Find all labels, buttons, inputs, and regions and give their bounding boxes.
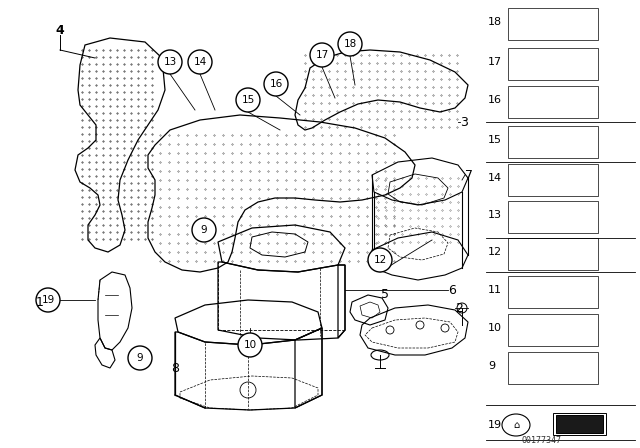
Text: 13: 13: [488, 210, 502, 220]
Text: 8: 8: [171, 362, 179, 375]
Circle shape: [236, 88, 260, 112]
Text: 18: 18: [344, 39, 356, 49]
Polygon shape: [556, 415, 603, 433]
Text: 6: 6: [448, 284, 456, 297]
Text: 4: 4: [56, 23, 65, 36]
Text: 10: 10: [243, 340, 257, 350]
Circle shape: [310, 43, 334, 67]
Text: 18: 18: [488, 17, 502, 27]
Text: 7: 7: [465, 168, 473, 181]
Text: 14: 14: [488, 173, 502, 183]
Text: 9: 9: [137, 353, 143, 363]
Circle shape: [338, 32, 362, 56]
Text: 5: 5: [381, 289, 389, 302]
Text: 3: 3: [460, 116, 468, 129]
Text: 16: 16: [269, 79, 283, 89]
Circle shape: [264, 72, 288, 96]
Circle shape: [238, 333, 262, 357]
Circle shape: [192, 218, 216, 242]
Text: 13: 13: [163, 57, 177, 67]
Text: 16: 16: [488, 95, 502, 105]
Text: 15: 15: [488, 135, 502, 145]
Text: 12: 12: [373, 255, 387, 265]
Text: 9: 9: [201, 225, 207, 235]
Text: 1: 1: [36, 296, 44, 309]
Text: 2: 2: [455, 302, 463, 314]
Circle shape: [158, 50, 182, 74]
Text: 19: 19: [488, 420, 502, 430]
Circle shape: [36, 288, 60, 312]
Text: ⌂: ⌂: [513, 420, 519, 430]
Text: 12: 12: [488, 247, 502, 257]
Text: 15: 15: [241, 95, 255, 105]
Text: 17: 17: [316, 50, 328, 60]
Text: 11: 11: [488, 285, 502, 295]
Text: 19: 19: [42, 295, 54, 305]
Text: 9: 9: [488, 361, 495, 371]
Text: 17: 17: [488, 57, 502, 67]
Circle shape: [128, 346, 152, 370]
Text: O0177347: O0177347: [522, 435, 562, 444]
Circle shape: [368, 248, 392, 272]
Text: 10: 10: [488, 323, 502, 333]
Text: 14: 14: [193, 57, 207, 67]
Circle shape: [188, 50, 212, 74]
